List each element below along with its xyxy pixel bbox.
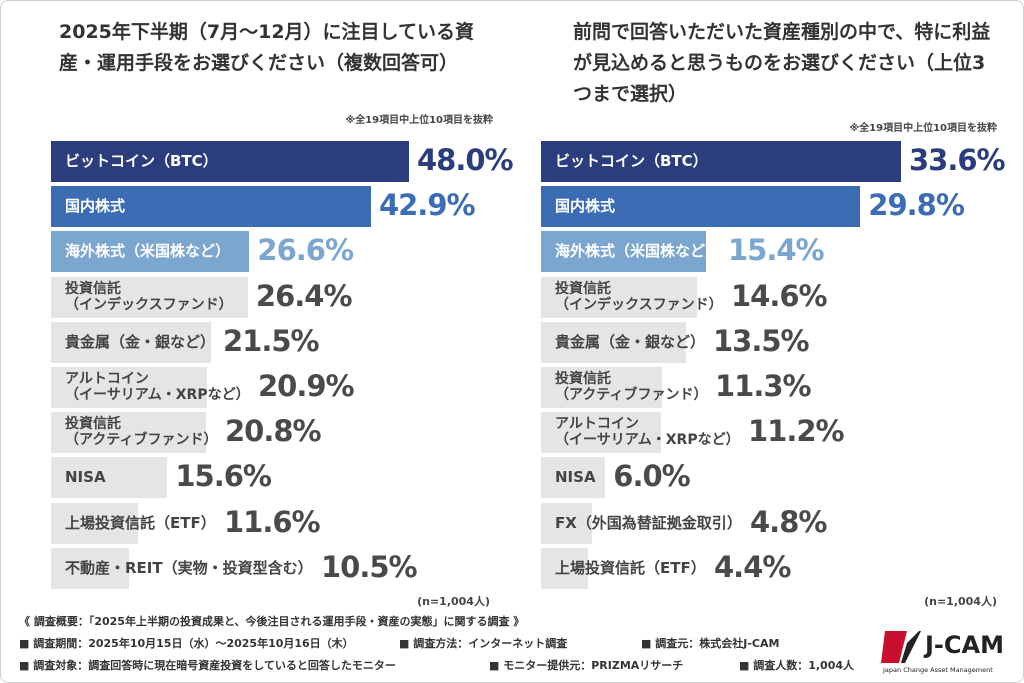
bar: [51, 186, 371, 228]
category-label: 不動産・REIT（実物・投資型含む）: [65, 558, 313, 577]
bar: [51, 276, 248, 318]
bar: [541, 412, 661, 454]
category-label: NISA: [65, 468, 106, 487]
value-label: 4.4%: [714, 549, 791, 584]
bar: [51, 547, 130, 589]
value-label: 15.6%: [175, 459, 272, 494]
value-label: 33.6%: [909, 143, 1006, 177]
survey-detail: ■ 調査方法：インターネット調査: [399, 637, 568, 650]
category-label: 上場投資信託（ETF）: [555, 558, 706, 577]
value-label: 11.2%: [748, 414, 845, 449]
bar: [51, 502, 138, 544]
bar: [541, 276, 698, 318]
category-label: ビットコイン（BTC）: [65, 152, 218, 170]
value-label: 26.4%: [255, 278, 353, 313]
category-label: 国内株式: [65, 197, 126, 216]
bar: [51, 457, 168, 499]
bar: [51, 231, 250, 273]
category-label: 投資信託 （アクティブファンド）: [65, 416, 218, 449]
bar: [541, 457, 606, 499]
bar: [541, 367, 663, 408]
category-label: 貴金属（金・銀など）: [65, 332, 216, 351]
value-label: 21.5%: [223, 323, 320, 358]
category-label: 海外株式（米国株など）: [65, 242, 231, 261]
value-label: 6.0%: [613, 459, 690, 494]
category-label: アルトコイン （イーサリアム・XRPなど）: [555, 416, 740, 449]
bar: [541, 186, 861, 228]
category-label: 国内株式: [555, 197, 616, 216]
bar: [541, 502, 593, 544]
logo-name: J-CAM: [923, 631, 1004, 659]
logo-mark: [881, 631, 907, 663]
chart-note: ※全19項目中上位10項目を抜粋: [849, 123, 997, 134]
value-label: 14.6%: [731, 278, 828, 313]
sample-size: (n=1,004人): [924, 595, 997, 608]
survey-detail: ■ 調査人数：1,004人: [739, 659, 855, 672]
category-label: 投資信託 （インデックスファンド）: [65, 280, 233, 313]
category-label: 上場投資信託（ETF）: [65, 513, 216, 532]
chart-title: 前問で回答いただいた資産種別の中で、特に利益が見込めると思うものをお選びください…: [573, 21, 991, 105]
survey-detail: ■ 調査期間：2025年10月15日（水）〜2025年10月16日（木）: [19, 637, 354, 650]
value-label: 10.5%: [321, 549, 418, 584]
category-label: アルトコイン （イーサリアム・XRPなど）: [65, 371, 250, 403]
bar: [51, 141, 409, 182]
value-label: 29.8%: [868, 188, 965, 223]
bar: [51, 412, 207, 454]
bar: [541, 321, 686, 363]
category-label: 貴金属（金・銀など）: [555, 332, 706, 351]
category-label: NISA: [555, 468, 596, 487]
value-label: 20.9%: [258, 369, 355, 403]
chart-note: ※全19項目中上位10項目を抜粋: [345, 115, 493, 126]
category-label: 投資信託 （アクティブファンド）: [555, 371, 708, 403]
value-label: 11.6%: [224, 504, 321, 539]
bar: [51, 321, 212, 363]
value-label: 26.6%: [257, 233, 354, 268]
category-label: ビットコイン（BTC）: [555, 152, 708, 170]
value-label: 15.4%: [728, 233, 825, 268]
value-label: 42.9%: [378, 188, 476, 223]
value-label: 13.5%: [713, 323, 810, 358]
category-label: 投資信託 （インデックスファンド）: [555, 280, 723, 313]
bar: [51, 367, 207, 408]
value-label: 48.0%: [417, 143, 514, 177]
survey-detail: ■ 調査元：株式会社J-CAM: [641, 637, 780, 650]
value-label: 4.8%: [750, 504, 827, 539]
value-label: 11.3%: [715, 369, 812, 403]
value-label: 20.8%: [225, 414, 322, 449]
bar: [541, 547, 589, 589]
logo-mark: [901, 631, 921, 663]
sample-size: (n=1,004人): [417, 595, 490, 608]
bar: [541, 141, 901, 182]
logo-tagline: Japan Change Asset Management: [882, 666, 993, 674]
category-label: FX（外国為替証拠金取引）: [555, 513, 742, 532]
logo: J-CAM Japan Change Asset Management: [881, 631, 1004, 674]
category-label: 海外株式（米国株など）: [555, 242, 721, 261]
chart-title: 2025年下半期（7月〜12月）に注目している資産・運用手段をお選びください（複…: [59, 21, 474, 74]
survey-summary: 《 調査概要：「2025年上半期の投資成果と、今後注目される運用手段・資産の実態…: [19, 615, 525, 628]
survey-detail: ■ 調査対象：調査回答時に現在暗号資産投資をしていると回答したモニター: [19, 659, 396, 672]
bar: [541, 231, 706, 273]
survey-detail: ■ モニター提供元：PRIZMAリサーチ: [489, 659, 684, 672]
